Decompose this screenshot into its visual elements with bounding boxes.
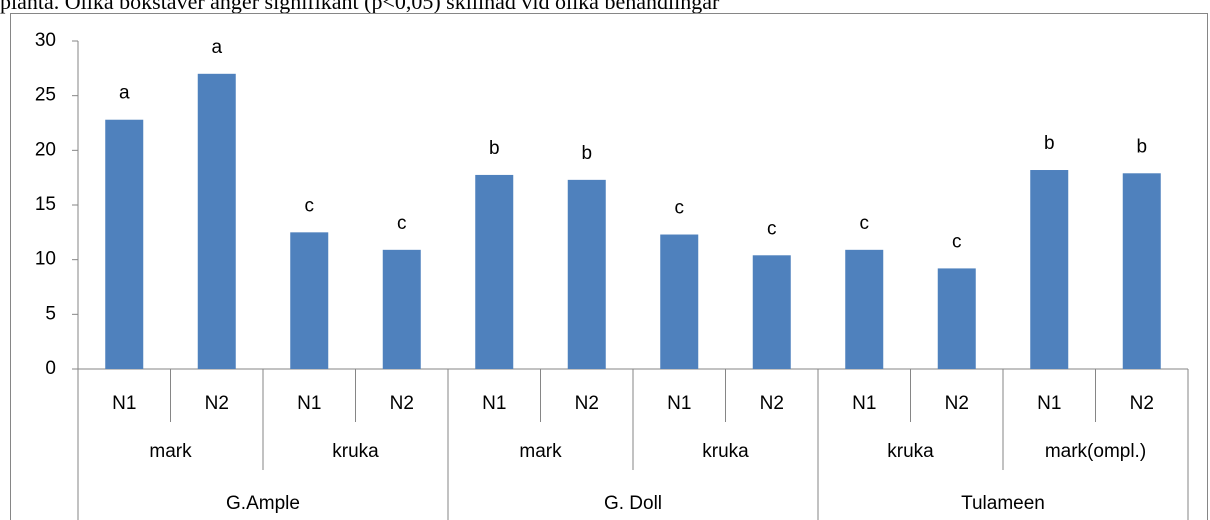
- x-tick-label: N2: [1130, 393, 1154, 414]
- bar: [197, 73, 236, 370]
- x-tick-label: N1: [1037, 393, 1061, 414]
- bar: [752, 255, 791, 369]
- significance-letter: c: [305, 195, 315, 216]
- subgroup-label: kruka: [887, 441, 934, 462]
- significance-letter: a: [211, 37, 222, 58]
- significance-letter: a: [119, 83, 130, 104]
- significance-letter: c: [952, 231, 962, 252]
- x-tick-label: N2: [390, 393, 414, 414]
- bar: [290, 232, 329, 369]
- bar: [567, 179, 606, 369]
- bar: [382, 249, 421, 369]
- bar: [1030, 170, 1069, 369]
- significance-letter: c: [767, 218, 777, 239]
- bar: [845, 249, 884, 369]
- bar: [937, 268, 976, 369]
- y-tick-label: 20: [35, 139, 56, 160]
- subgroup-label: mark: [519, 441, 562, 462]
- y-tick-label: 5: [45, 303, 56, 324]
- y-tick-label: 25: [35, 85, 56, 106]
- x-tick-label: N2: [575, 393, 599, 414]
- x-tick-label: N1: [297, 393, 321, 414]
- subgroup-label: kruka: [702, 441, 749, 462]
- x-tick-label: N1: [482, 393, 506, 414]
- x-tick-label: N1: [112, 393, 136, 414]
- y-tick-label: 10: [35, 249, 56, 270]
- x-tick-label: N2: [945, 393, 969, 414]
- y-tick-label: 0: [45, 358, 56, 379]
- x-tick-label: N2: [205, 393, 229, 414]
- significance-letter: c: [860, 213, 870, 234]
- caption: planta. Olika bokstäver anger signifikan…: [0, 0, 720, 14]
- significance-letter: c: [675, 198, 685, 219]
- bar: [475, 174, 514, 369]
- x-tick-label: N1: [852, 393, 876, 414]
- subgroup-label: mark(ompl.): [1045, 441, 1146, 462]
- x-tick-label: N2: [760, 393, 784, 414]
- bar: [105, 119, 144, 369]
- x-tick-label: N1: [667, 393, 691, 414]
- chart-frame: [10, 13, 1208, 520]
- bar: [660, 234, 699, 369]
- significance-letter: b: [1044, 133, 1055, 154]
- group-label: Tulameen: [961, 493, 1045, 514]
- group-label: G.Ample: [226, 493, 300, 514]
- y-tick-label: 15: [35, 194, 56, 215]
- bar: [1122, 173, 1161, 369]
- significance-letter: b: [1136, 136, 1147, 157]
- significance-letter: b: [581, 143, 592, 164]
- subgroup-label: kruka: [332, 441, 379, 462]
- group-label: G. Doll: [604, 493, 662, 514]
- significance-letter: c: [397, 213, 407, 234]
- significance-letter: b: [489, 138, 500, 159]
- subgroup-label: mark: [149, 441, 192, 462]
- y-tick-label: 30: [35, 30, 56, 51]
